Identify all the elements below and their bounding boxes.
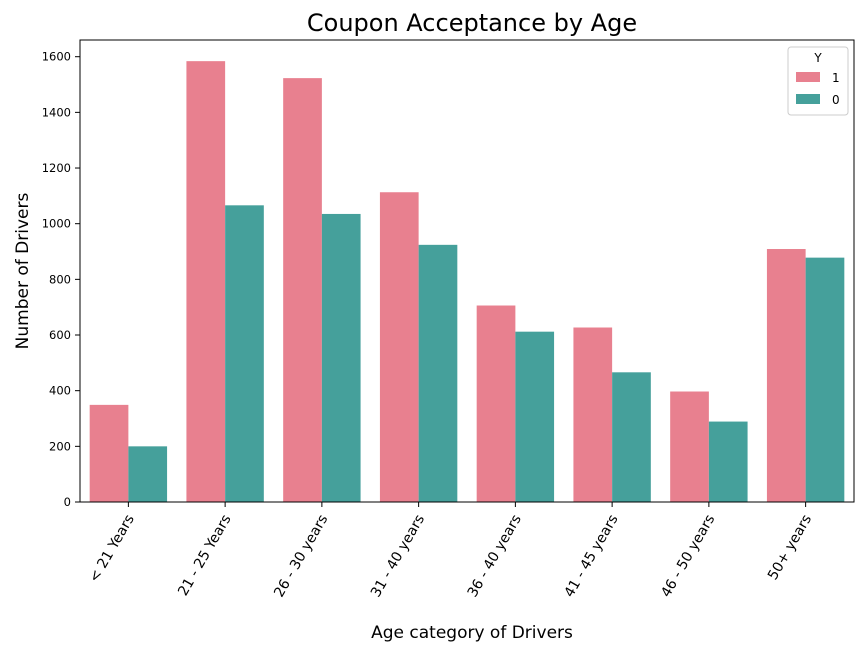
bar-rejected-4 <box>515 331 555 502</box>
x-tick-label: 46 - 50 years <box>658 512 718 600</box>
x-axis-title: Age category of Drivers <box>371 623 573 643</box>
x-axis: < 21 Years 21 - 25 Years 26 - 30 years 31 -… <box>86 502 815 600</box>
y-tick-label: 800 <box>49 272 71 286</box>
y-tick-label: 600 <box>49 328 71 342</box>
plot-frame <box>79 39 855 503</box>
bar-rejected-1 <box>225 205 264 503</box>
legend: Y1 0 <box>787 46 849 116</box>
y-tick-label: 1400 <box>42 105 71 119</box>
bars-group <box>89 61 845 503</box>
y-tick-label: 0 <box>64 495 71 509</box>
bar-rejected-3 <box>418 244 458 502</box>
legend-swatch-1 <box>796 72 820 82</box>
x-tick-label: 41 - 45 years <box>561 512 621 600</box>
legend-label-0: 0 <box>832 93 840 107</box>
y-tick-label: 1600 <box>42 50 71 64</box>
x-tick-label: < 21 Years <box>86 512 138 585</box>
x-tick-label: 36 - 40 years <box>465 512 525 600</box>
bar-rejected-0 <box>128 446 168 502</box>
y-tick-label: 200 <box>49 439 71 453</box>
bar-accepted-1 <box>186 61 226 503</box>
bar-accepted-4 <box>476 305 516 502</box>
y-tick-label: 1000 <box>42 217 71 231</box>
bar-accepted-6 <box>670 391 709 502</box>
bar-rejected-2 <box>321 213 361 502</box>
legend-swatch-0 <box>796 94 820 104</box>
bar-rejected-5 <box>612 372 651 502</box>
x-tick-label: 21 - 25 Years <box>175 512 234 599</box>
bar-rejected-6 <box>708 421 748 502</box>
x-tick-label: 26 - 30 years <box>271 512 331 600</box>
bar-accepted-0 <box>89 404 129 502</box>
bar-accepted-2 <box>283 78 322 503</box>
x-tick-label: 50+ years <box>765 512 815 583</box>
y-tick-label: 400 <box>49 384 71 398</box>
bar-accepted-7 <box>766 249 806 502</box>
legend-label-1: 1 <box>832 71 840 85</box>
y-axis: 0 200 400 600 800 1000 1200 1400 1600 <box>42 50 80 509</box>
chart-title: Coupon Acceptance by Age <box>307 9 637 37</box>
x-tick-label: 31 - 40 years <box>368 512 428 600</box>
y-tick-label: 1200 <box>42 161 71 175</box>
legend-title: Y <box>813 51 822 65</box>
bar-accepted-3 <box>379 192 419 502</box>
y-axis-title: Number of Drivers <box>13 193 33 350</box>
bar-rejected-7 <box>805 257 845 502</box>
bar-accepted-5 <box>573 327 613 502</box>
